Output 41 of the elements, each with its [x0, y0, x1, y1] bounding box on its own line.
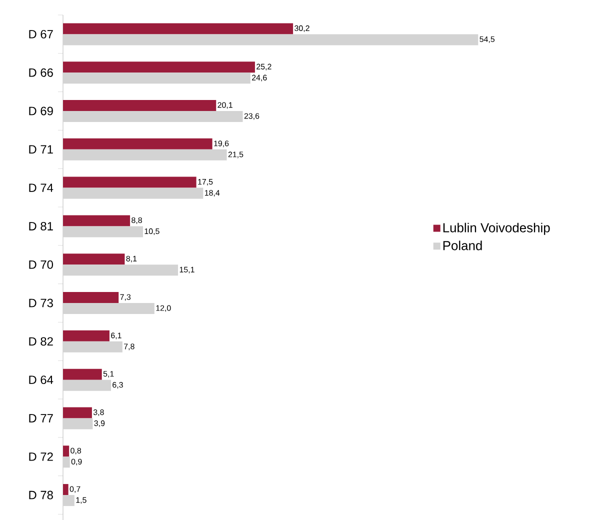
bar: [63, 341, 122, 352]
y-tick-label: D 81: [29, 222, 53, 230]
y-tick-label: D 66: [29, 68, 53, 77]
bar: [63, 446, 70, 457]
bar: [63, 368, 102, 380]
bar: [63, 100, 216, 111]
bar: [63, 407, 92, 418]
legend-label: Poland: [443, 240, 482, 250]
y-tick-label: D 64: [29, 376, 54, 384]
bar: [63, 484, 68, 496]
y-tick-label: D 78: [29, 490, 53, 500]
bar: [63, 418, 93, 430]
bar: [63, 149, 227, 160]
bar: [63, 495, 74, 506]
bar: [63, 456, 70, 468]
bar: [63, 138, 212, 150]
bar: [63, 226, 143, 238]
bar: [63, 111, 243, 122]
y-tick-label: D 70: [29, 260, 54, 269]
bar: [63, 72, 250, 84]
bar: [63, 62, 255, 73]
bar: [63, 380, 111, 391]
y-tick-label: D 82: [29, 337, 53, 346]
bar: [63, 23, 294, 34]
bar: [63, 330, 110, 342]
y-tick-label: D 73: [29, 298, 53, 308]
y-tick-label: D 72: [29, 452, 53, 461]
bar: [63, 34, 478, 46]
y-tick-label: D 71: [29, 145, 53, 154]
legend-label: Lublin Voivodeship: [443, 222, 550, 235]
y-tick-label: D 77: [29, 414, 53, 422]
bar: [63, 303, 154, 314]
bar: [63, 292, 119, 304]
bar: [63, 176, 196, 188]
bar: [63, 215, 130, 226]
bar: [63, 188, 204, 199]
y-tick-label: D 74: [29, 184, 54, 192]
y-tick-label: D 67: [29, 30, 53, 38]
bar: [63, 254, 125, 265]
bar: [63, 264, 178, 276]
y-tick-label: D 69: [29, 106, 53, 116]
